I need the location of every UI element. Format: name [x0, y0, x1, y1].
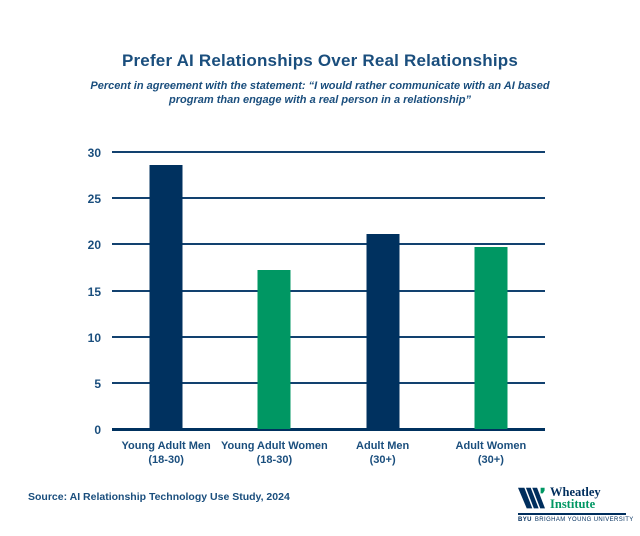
chart-subtitle: Percent in agreement with the statement:…	[90, 80, 550, 106]
logo-divider	[518, 513, 626, 515]
gridline	[112, 335, 545, 338]
bar-young-adult-men	[149, 164, 183, 429]
y-tick-label: 30	[87, 146, 101, 160]
x-axis-line	[112, 428, 545, 431]
y-tick-label: 10	[87, 330, 101, 345]
category-slot: Adult Men (30+)	[329, 152, 437, 466]
y-tick-label: 25	[87, 192, 101, 207]
y-tick-label: 15	[87, 284, 101, 299]
y-tick-label: 0	[94, 423, 101, 437]
bar-adult-men	[366, 234, 400, 429]
logo-lockup: Wheatley Institute	[518, 486, 626, 510]
gridline	[112, 289, 545, 292]
wheatley-institute-logo: Wheatley Institute BYU BRIGHAM YOUNG UNIV…	[518, 486, 633, 523]
logo-wordmark-line2: Institute	[550, 497, 596, 511]
logo-wordmark-line1: Wheatley	[550, 485, 601, 499]
source-note: Source: AI Relationship Technology Use S…	[28, 491, 290, 503]
plot-area: 0 5 10 15 20 25 30 Young Adult Men (18-30) Young …	[88, 146, 545, 466]
category-slot: Young Adult Men (18-30)	[112, 152, 220, 466]
byu-university-text: BRIGHAM YOUNG UNIVERSITY	[534, 517, 634, 523]
category-slot: Adult Women (30+)	[437, 152, 545, 466]
category-slot: Young Adult Women (18-30)	[220, 152, 328, 466]
y-tick-label: 5	[94, 376, 101, 391]
category-label: Adult Men (30+)	[356, 440, 410, 466]
gridline	[112, 243, 545, 246]
gridline	[112, 151, 545, 153]
byu-line: BYU BRIGHAM YOUNG UNIVERSITY	[518, 517, 633, 523]
logo-wordmark: Wheatley Institute	[550, 485, 601, 511]
byu-mark: BYU	[518, 517, 532, 523]
bar-adult-women	[474, 247, 508, 429]
bar-young-adult-women	[257, 270, 291, 429]
gridline	[112, 381, 545, 384]
category-label: Young Adult Women (18-30)	[221, 440, 328, 466]
wheatley-w-icon	[518, 487, 545, 508]
category-label: Young Adult Men (18-30)	[121, 440, 211, 466]
chart-title: Prefer AI Relationships Over Real Relati…	[121, 51, 519, 70]
y-tick-label: 20	[87, 238, 101, 253]
gridline	[112, 197, 545, 200]
category-label: Adult Women (30+)	[455, 440, 527, 466]
